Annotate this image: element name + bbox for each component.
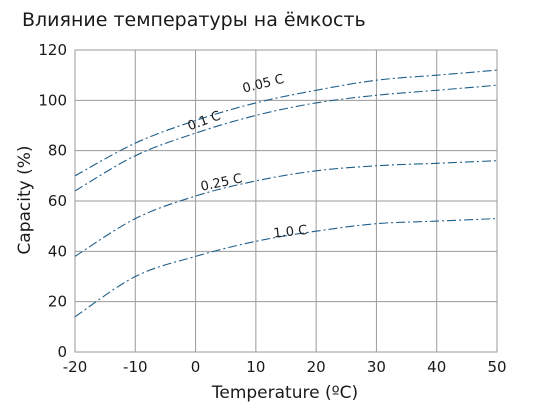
x-axis-label: Temperature (ºC) bbox=[211, 383, 358, 403]
y-axis-label: Capacity (%) bbox=[15, 145, 35, 254]
curve-label: 0.25 C bbox=[199, 171, 243, 194]
x-tick-label: -20 bbox=[63, 358, 88, 376]
x-tick-label: -10 bbox=[123, 358, 148, 376]
x-tick-label: 0 bbox=[191, 358, 201, 376]
series-line-1 bbox=[74, 84, 498, 192]
x-tick-label: 50 bbox=[487, 358, 506, 376]
x-tick-label: 40 bbox=[427, 358, 446, 376]
curve-label: 0.05 C bbox=[241, 72, 286, 97]
curve-label: 1.0 C bbox=[273, 223, 308, 241]
series-lines bbox=[74, 69, 498, 318]
plot-frame bbox=[74, 49, 498, 353]
y-tick-label: 20 bbox=[48, 293, 67, 311]
y-tick-label: 0 bbox=[57, 343, 67, 361]
tick-labels: -20 -10 0 10 20 30 40 50 0 20 40 60 80 100 120 bbox=[38, 41, 506, 376]
x-tick-label: 10 bbox=[246, 358, 265, 376]
series-line-0 bbox=[74, 69, 498, 177]
y-tick-label: 80 bbox=[48, 142, 67, 160]
grid bbox=[74, 49, 498, 353]
y-tick-label: 60 bbox=[48, 192, 67, 210]
curve-labels: 0.05 C0.1 C0.25 C1.0 C bbox=[186, 72, 308, 242]
x-tick-label: 20 bbox=[307, 358, 326, 376]
series-line-3 bbox=[74, 218, 498, 318]
y-tick-label: 100 bbox=[38, 91, 67, 109]
x-tick-label: 30 bbox=[367, 358, 386, 376]
y-tick-label: 40 bbox=[48, 242, 67, 260]
chart-title: Влияние температуры на ёмкость bbox=[22, 9, 366, 31]
y-tick-label: 120 bbox=[38, 41, 67, 59]
series-line-2 bbox=[74, 160, 498, 257]
